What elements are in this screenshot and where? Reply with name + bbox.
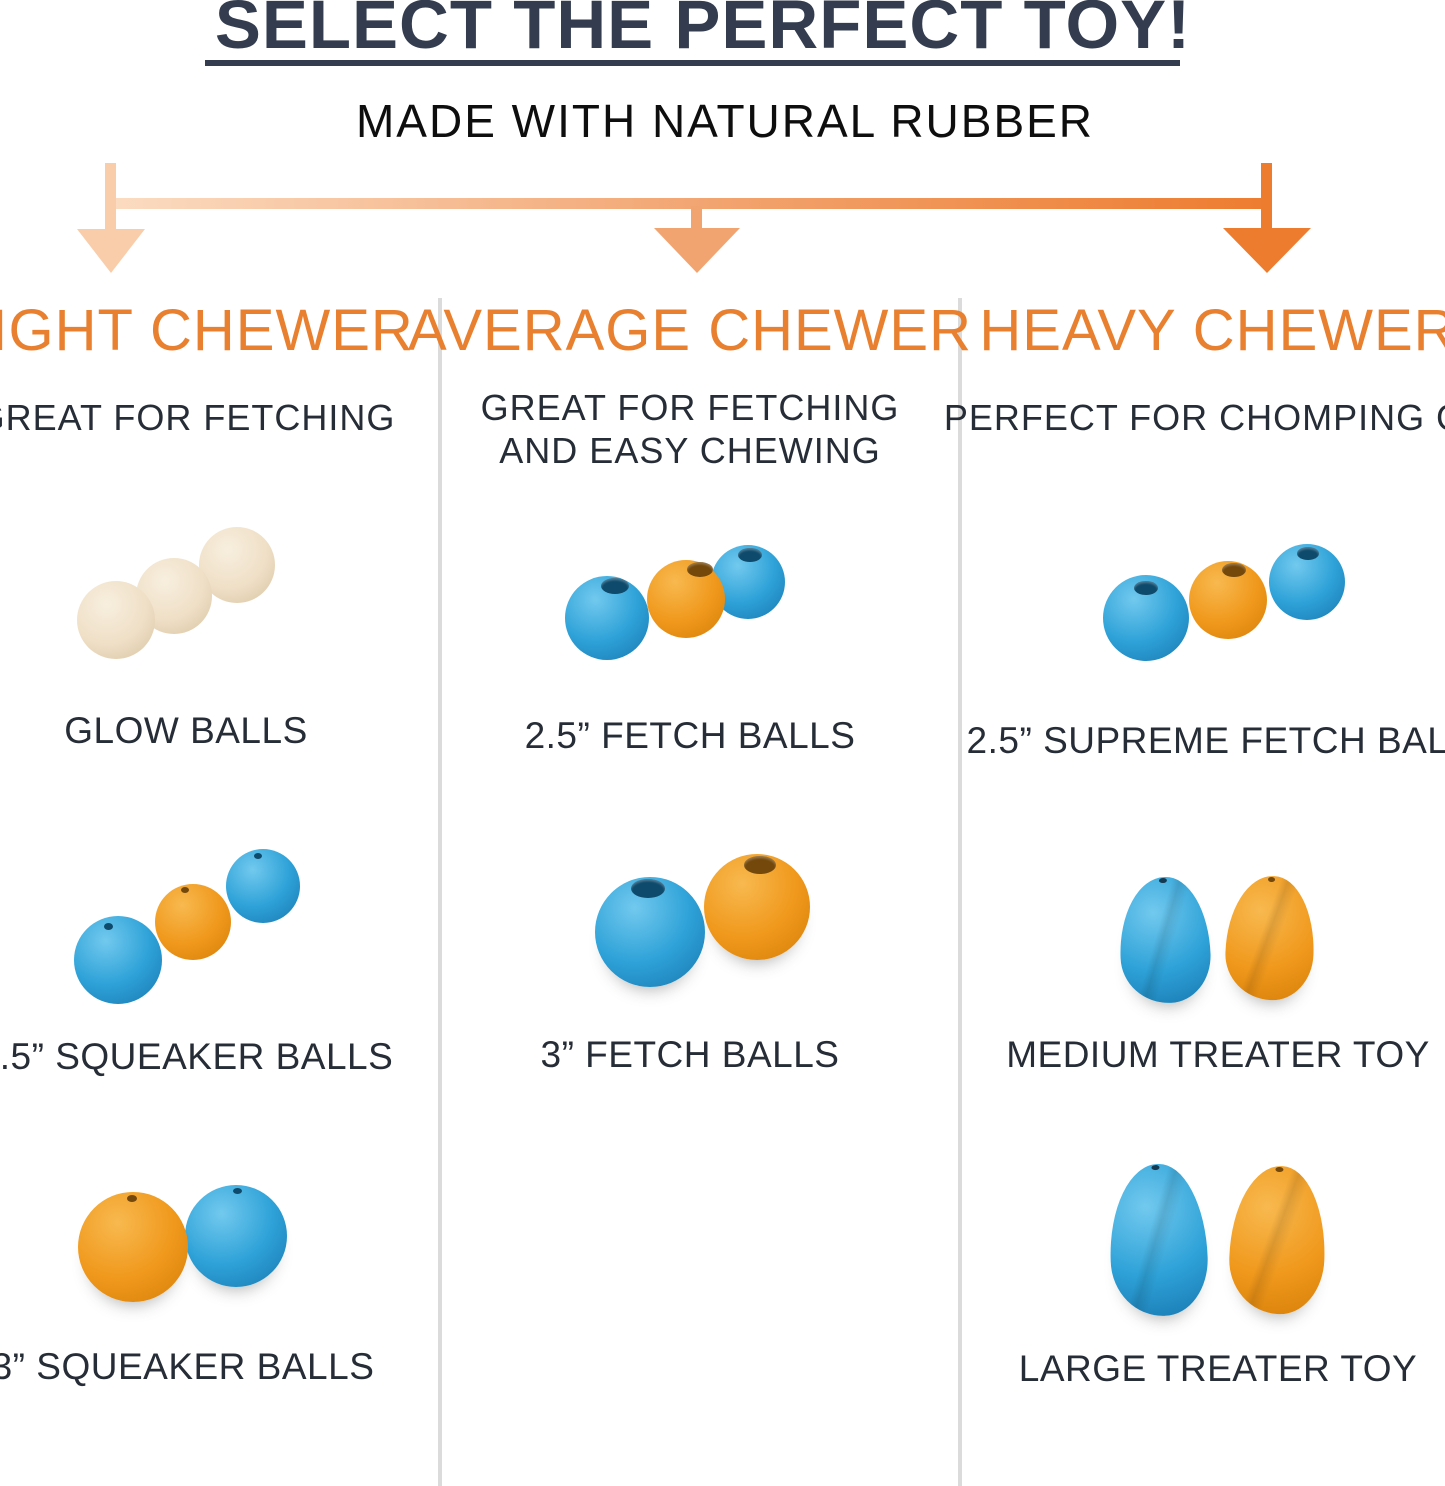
treat-hole: [738, 548, 762, 562]
squeaker-hole: [104, 923, 113, 930]
page-title: SELECT THE PERFECT TOY!: [214, 0, 1192, 63]
product-caption: 2.5” FETCH BALLS: [524, 715, 856, 756]
treat-hole: [744, 856, 776, 874]
blue-supreme-fetch-ball: [1103, 575, 1189, 661]
orange-treater-toy: [1227, 1164, 1328, 1316]
squeaker-balls-2-5-image: [70, 845, 305, 1010]
column-description-light: GREAT FOR FETCHING: [0, 396, 486, 439]
squeaker-hole: [233, 1188, 242, 1194]
orange-supreme-fetch-ball: [1189, 561, 1267, 639]
treat-hole: [1134, 581, 1158, 595]
squeaker-hole: [254, 853, 262, 859]
orange-squeaker-ball: [155, 884, 231, 960]
squeaker-hole: [127, 1195, 137, 1202]
blue-treater-toy: [1117, 875, 1213, 1005]
orange-fetch-ball: [647, 560, 725, 638]
treat-hole: [1222, 563, 1246, 577]
squeaker-hole: [181, 887, 189, 893]
orange-treater-toy: [1223, 874, 1317, 1002]
supreme-fetch-ball-image: [1095, 540, 1350, 665]
light-arrow-stem: [105, 163, 116, 230]
orange-fetch-ball: [704, 854, 810, 960]
treat-hole: [1151, 1164, 1160, 1171]
blue-fetch-ball: [595, 877, 705, 987]
heavy-down-arrow-icon: [1223, 228, 1311, 273]
cream-glow-ball: [77, 581, 155, 659]
blue-squeaker-ball: [185, 1185, 287, 1287]
column-divider-right: [958, 298, 962, 1486]
average-down-arrow-icon: [654, 228, 740, 273]
column-heading-heavy-chewer: HEAVY CHEWER: [979, 298, 1445, 363]
product-caption: 3” FETCH BALLS: [540, 1034, 840, 1075]
fetch-balls-3-image: [590, 850, 815, 990]
blue-supreme-fetch-ball: [1269, 544, 1345, 620]
blue-treater-toy: [1107, 1162, 1210, 1318]
description-line: AND EASY CHEWING: [499, 430, 881, 471]
title-underline: [205, 60, 1180, 66]
product-caption: GLOW BALLS: [64, 710, 308, 751]
product-caption: 2.5” SQUEAKER BALLS: [0, 1036, 394, 1077]
treat-hole: [631, 879, 665, 898]
fetch-balls-2-5-image: [560, 540, 790, 665]
description-line: GREAT FOR FETCHING: [0, 397, 396, 438]
treat-hole: [601, 578, 629, 594]
treat-hole: [1267, 876, 1276, 883]
page-subtitle: MADE WITH NATURAL RUBBER: [355, 95, 1095, 147]
blue-squeaker-ball: [226, 849, 300, 923]
squeaker-balls-3-image: [75, 1180, 290, 1305]
medium-treater-toy-image: [1115, 872, 1325, 1007]
orange-squeaker-ball: [78, 1192, 188, 1302]
column-divider-left: [438, 298, 442, 1486]
product-caption: 3” SQUEAKER BALLS: [0, 1346, 375, 1387]
blue-fetch-ball: [565, 576, 649, 660]
description-line: PERFECT FOR CHOMPING ON: [943, 397, 1445, 438]
column-description-average: GREAT FOR FETCHING AND EASY CHEWING: [390, 386, 990, 472]
glow-balls-image: [70, 520, 290, 665]
gradient-bar: [107, 198, 1272, 209]
product-caption: LARGE TREATER TOY: [1018, 1348, 1418, 1389]
treat-hole: [1158, 877, 1168, 884]
treat-hole: [1297, 547, 1319, 560]
column-heading-light-chewer: LIGHT CHEWER: [0, 298, 414, 363]
product-caption: 2.5” SUPREME FETCH BALL: [966, 720, 1445, 761]
heavy-arrow-stem: [1261, 163, 1272, 230]
column-heading-average-chewer: AVERAGE CHEWER: [407, 298, 972, 363]
column-description-heavy: PERFECT FOR CHOMPING ON: [918, 396, 1445, 439]
treat-hole: [687, 562, 713, 577]
description-line: GREAT FOR FETCHING: [480, 387, 900, 428]
light-down-arrow-icon: [77, 229, 145, 273]
treat-hole: [1275, 1166, 1284, 1173]
large-treater-toy-image: [1100, 1160, 1335, 1320]
average-arrow-stem: [691, 206, 702, 230]
product-caption: MEDIUM TREATER TOY: [1006, 1034, 1430, 1075]
blue-squeaker-ball: [74, 916, 162, 1004]
